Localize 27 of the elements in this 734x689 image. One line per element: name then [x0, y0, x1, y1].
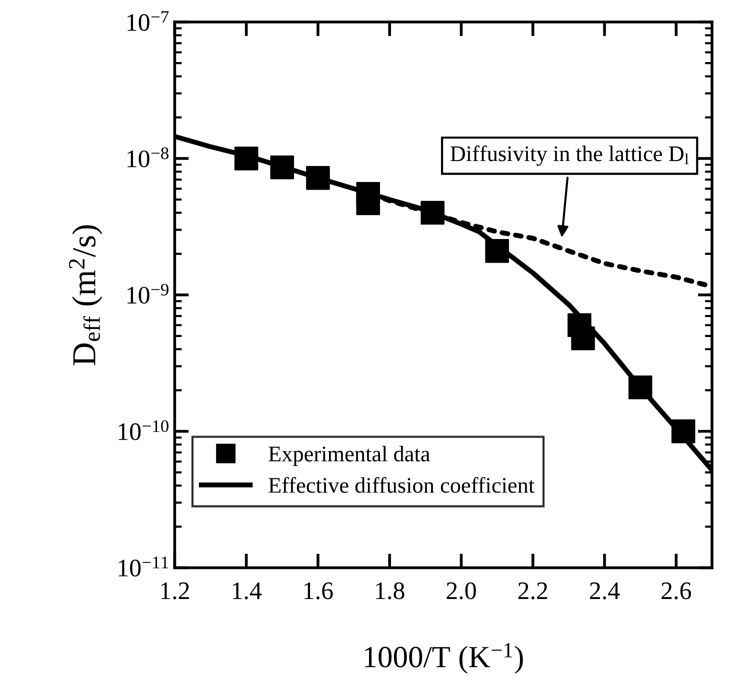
- y-tick-label: 10$^{−8}$: [128, 147, 168, 168]
- point: [485, 239, 509, 263]
- y-tick-label: 10$^{−11}$: [118, 556, 168, 576]
- x-tick-label: 1.8: [376, 582, 404, 600]
- point: [306, 166, 330, 190]
- y-axis-title: D$_{eff}$ (m$^{2}$/s): [69, 225, 102, 366]
- point: [628, 375, 652, 400]
- x-tick-label: 2.0: [446, 582, 476, 600]
- y-tick-label: 10$^{−7}$: [128, 11, 169, 31]
- x-tick-label: 2.2: [518, 582, 548, 600]
- x-tick-label: 1.2: [161, 582, 189, 600]
- x-tick-label: 1.6: [304, 582, 333, 600]
- annotation: Diffusivity in the lattice D$_{l}$: [450, 145, 689, 166]
- point: [571, 326, 595, 350]
- x-tick-label: 1.4: [232, 582, 262, 600]
- legend-label: Effective diffusion coefficient: [268, 477, 535, 493]
- y-tick-label: 10$^{−9}$: [128, 284, 168, 304]
- x-tick-label: 2.6: [662, 582, 692, 600]
- y-tick-label: 10$^{−10}$: [118, 420, 168, 440]
- point: [671, 419, 696, 444]
- x-tick-label: 2.4: [590, 582, 620, 600]
- point: [356, 191, 380, 216]
- point: [234, 146, 258, 170]
- point: [270, 156, 294, 180]
- point: [420, 200, 444, 225]
- legend-label: Experimental data: [268, 446, 430, 466]
- x-axis-title: 1000/T (K$^{−1}$): [364, 643, 523, 674]
